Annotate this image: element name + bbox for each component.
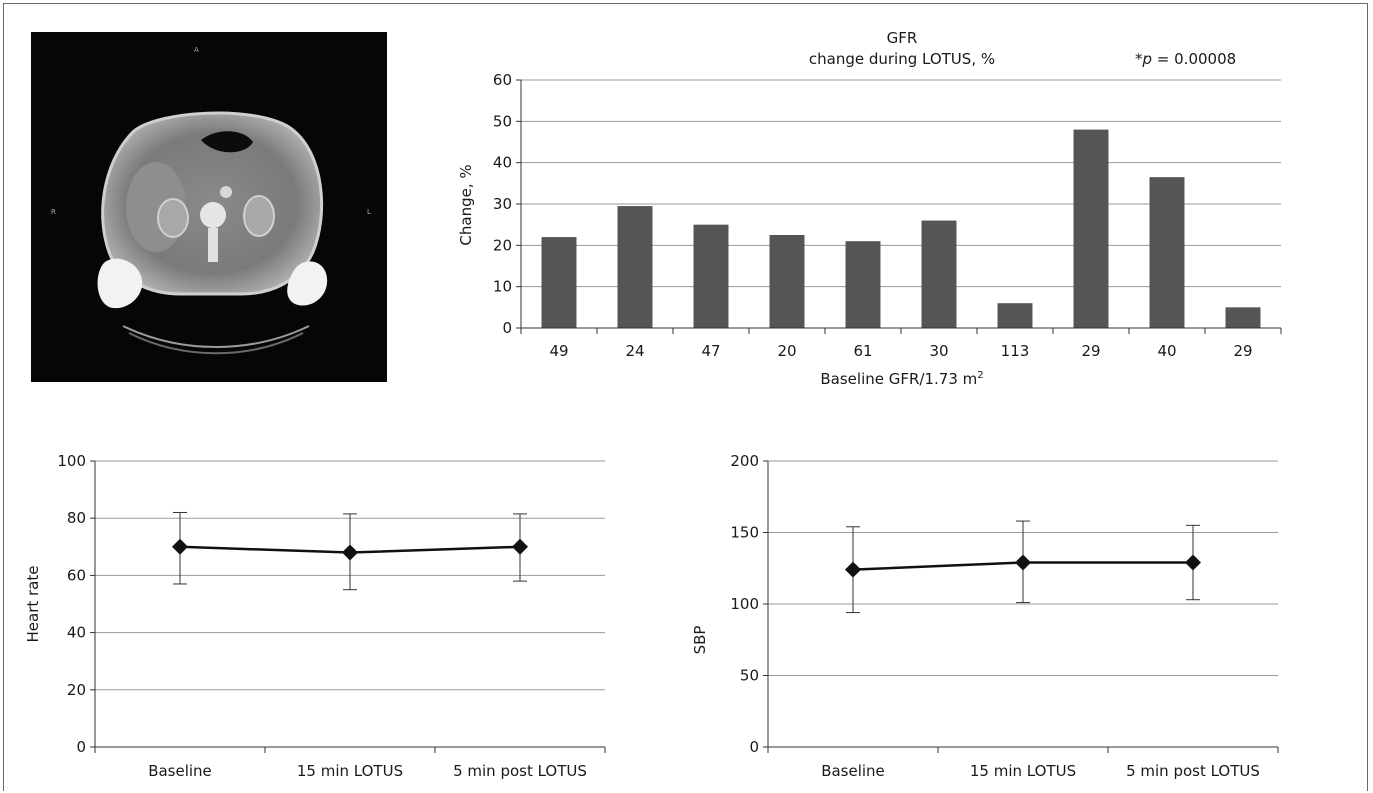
hr-y-axis-label: Heart rate [24, 566, 42, 643]
gfr-bar [997, 303, 1033, 328]
ct-spinous-process [208, 228, 218, 262]
gfr-x-tick-label: 113 [1001, 342, 1030, 360]
gfr-chart-subtitle: change during LOTUS, % [809, 50, 995, 68]
gfr-y-tick-label: 0 [502, 319, 512, 337]
sbp-y-tick-label: 50 [740, 667, 759, 685]
gfr-y-tick-label: 20 [493, 236, 512, 254]
ct-scan-illustration: A R L [51, 46, 371, 355]
sbp-y-axis-label: SBP [691, 626, 709, 655]
gfr-bar [617, 206, 653, 328]
gfr-y-tick-label: 60 [493, 71, 512, 89]
sbp-y-tick-label: 200 [730, 452, 759, 470]
ct-arm-left [287, 261, 328, 306]
gfr-bar [541, 237, 577, 328]
hr-y-tick-label: 0 [76, 738, 86, 756]
gfr-chart-title: GFR [887, 29, 918, 47]
gfr-bar [1149, 177, 1185, 328]
hr-data-point [342, 544, 358, 561]
sbp-x-tick-label: 5 min post LOTUS [1126, 762, 1260, 780]
gfr-bar [769, 235, 805, 328]
gfr-bar [921, 220, 957, 328]
sbp-data-point [1015, 554, 1031, 571]
ct-label-left: L [367, 208, 371, 216]
gfr-x-tick-label: 29 [1081, 342, 1100, 360]
hr-x-tick-label: 5 min post LOTUS [453, 762, 587, 780]
sbp-data-point [845, 561, 861, 578]
sbp-x-tick-label: 15 min LOTUS [970, 762, 1076, 780]
gfr-bar [1225, 307, 1261, 328]
gfr-x-tick-label: 30 [929, 342, 948, 360]
hr-x-tick-label: Baseline [148, 762, 212, 780]
sbp-y-tick-label: 100 [730, 595, 759, 613]
figure-frame [3, 3, 1368, 791]
gfr-bar [845, 241, 881, 328]
ct-bowel-gas [201, 131, 253, 153]
ct-kidney-left [243, 195, 275, 237]
gfr-bar [693, 224, 729, 328]
gfr-y-tick-label: 50 [493, 112, 512, 130]
gfr-y-tick-label: 40 [493, 154, 512, 172]
gfr-x-tick-label: 49 [549, 342, 568, 360]
ct-aorta [220, 186, 232, 198]
ct-label-anterior: A [194, 46, 199, 54]
ct-kidney-right [157, 198, 189, 238]
ct-vertebra [200, 202, 226, 228]
gfr-y-tick-label: 10 [493, 278, 512, 296]
hr-x-tick-label: 15 min LOTUS [297, 762, 403, 780]
ct-label-right: R [51, 208, 56, 216]
gfr-p-value-annotation: *p = 0.00008 [1135, 50, 1236, 68]
gfr-x-tick-label: 29 [1233, 342, 1252, 360]
gfr-x-tick-label: 47 [701, 342, 720, 360]
hr-data-point [512, 538, 528, 555]
hr-y-tick-label: 100 [57, 452, 86, 470]
ct-table-inner [128, 332, 304, 355]
hr-y-tick-label: 80 [67, 509, 86, 527]
gfr-x-tick-label: 24 [625, 342, 644, 360]
gfr-x-tick-label: 20 [777, 342, 796, 360]
ct-scan-image: A R L [31, 32, 387, 382]
gfr-x-tick-label: 40 [1157, 342, 1176, 360]
ct-table [122, 325, 310, 348]
sbp-x-tick-label: Baseline [821, 762, 885, 780]
sbp-y-tick-label: 150 [730, 524, 759, 542]
hr-y-tick-label: 60 [67, 566, 86, 584]
ct-arm-right [97, 258, 143, 309]
gfr-x-tick-label: 61 [853, 342, 872, 360]
gfr-bar-chart: GFR change during LOTUS, % *p = 0.00008 … [457, 29, 1282, 388]
hr-y-tick-label: 40 [67, 624, 86, 642]
gfr-y-tick-label: 30 [493, 195, 512, 213]
sbp-y-tick-label: 0 [749, 738, 759, 756]
sbp-data-point [1185, 554, 1201, 571]
gfr-x-axis-label: Baseline GFR/1.73 m2 [820, 370, 983, 388]
gfr-y-axis-label: Change, % [457, 164, 475, 245]
gfr-bar [1073, 129, 1109, 328]
hr-y-tick-label: 20 [67, 681, 86, 699]
hr-data-point [172, 538, 188, 555]
